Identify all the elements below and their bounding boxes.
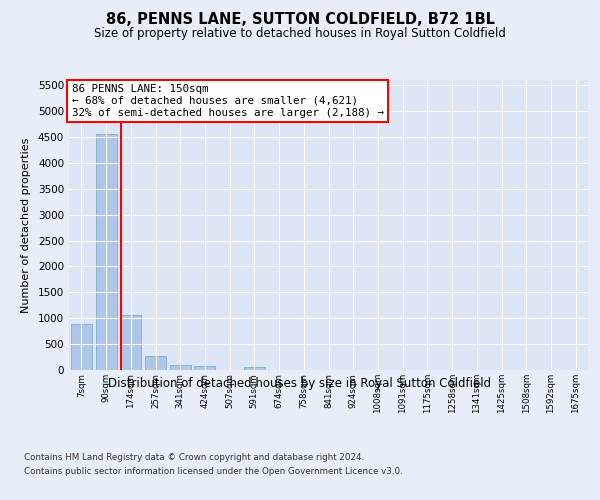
Text: Contains HM Land Registry data © Crown copyright and database right 2024.: Contains HM Land Registry data © Crown c… bbox=[24, 452, 364, 462]
Bar bbox=[71, 324, 92, 370]
Text: 86 PENNS LANE: 150sqm
← 68% of detached houses are smaller (4,621)
32% of semi-d: 86 PENNS LANE: 150sqm ← 68% of detached … bbox=[71, 84, 383, 117]
Y-axis label: Number of detached properties: Number of detached properties bbox=[21, 138, 31, 312]
Text: 86, PENNS LANE, SUTTON COLDFIELD, B72 1BL: 86, PENNS LANE, SUTTON COLDFIELD, B72 1B… bbox=[106, 12, 494, 28]
Bar bbox=[120, 315, 141, 370]
Bar bbox=[145, 356, 166, 370]
Text: Contains public sector information licensed under the Open Government Licence v3: Contains public sector information licen… bbox=[24, 468, 403, 476]
Bar bbox=[244, 367, 265, 370]
Bar bbox=[170, 365, 191, 370]
Text: Size of property relative to detached houses in Royal Sutton Coldfield: Size of property relative to detached ho… bbox=[94, 28, 506, 40]
Text: Distribution of detached houses by size in Royal Sutton Coldfield: Distribution of detached houses by size … bbox=[109, 378, 491, 390]
Bar bbox=[95, 134, 116, 370]
Bar bbox=[194, 366, 215, 370]
